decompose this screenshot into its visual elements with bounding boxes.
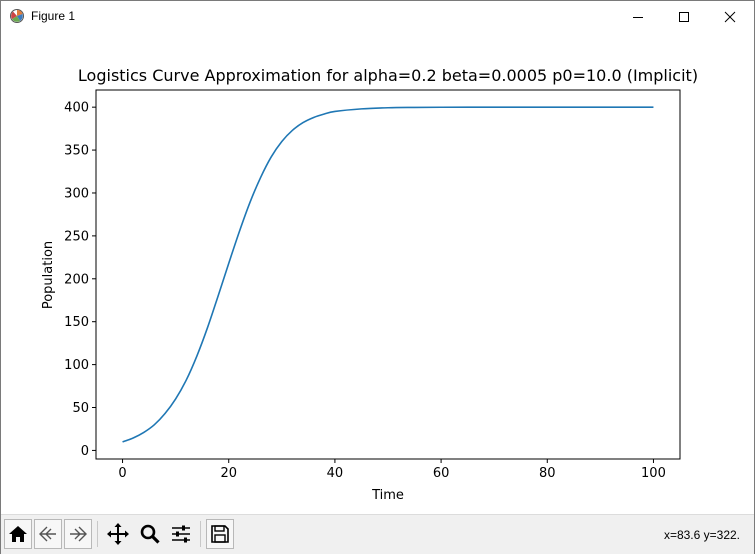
- title-bar[interactable]: Figure 1: [1, 1, 754, 32]
- chart-canvas[interactable]: Logistics Curve Approximation for alpha=…: [1, 32, 754, 512]
- x-axis-label: Time: [371, 488, 404, 503]
- plot-area[interactable]: Logistics Curve Approximation for alpha=…: [1, 32, 754, 512]
- back-arrow-icon: [39, 526, 56, 542]
- chart-title: Logistics Curve Approximation for alpha=…: [78, 66, 698, 85]
- pan-button[interactable]: [104, 519, 132, 549]
- y-axis-label: Population: [41, 241, 56, 309]
- axes-frame: [95, 89, 681, 460]
- cursor-coordinates: x=83.6 y=322.: [663, 528, 740, 542]
- maximize-button[interactable]: [661, 1, 707, 32]
- x-tick-label: 20: [220, 466, 237, 481]
- x-tick-label: 40: [327, 466, 344, 481]
- window-title: Figure 1: [31, 9, 76, 23]
- navigation-toolbar: x=83.6 y=322.: [1, 514, 754, 554]
- y-tick-label: 400: [64, 101, 89, 116]
- zoom-button[interactable]: [136, 519, 164, 549]
- matplotlib-figure-icon: [10, 9, 24, 23]
- series-line: [122, 106, 654, 443]
- forward-arrow-icon: [70, 526, 87, 542]
- configure-subplots-icon: [172, 525, 190, 543]
- y-tick-label: 300: [64, 186, 89, 201]
- home-button[interactable]: [4, 519, 32, 549]
- close-icon: [724, 11, 736, 22]
- forward-button[interactable]: [64, 519, 92, 549]
- minimize-button[interactable]: [615, 1, 661, 32]
- y-tick-label: 0: [81, 444, 89, 459]
- save-button[interactable]: [206, 519, 234, 549]
- y-axis: 0 50 100 150 200 250 300 350 400: [64, 101, 96, 459]
- zoom-magnifier-icon: [140, 524, 160, 544]
- back-button[interactable]: [34, 519, 62, 549]
- pan-move-icon: [107, 523, 129, 545]
- y-tick-label: 350: [64, 144, 89, 159]
- x-tick-label: 100: [641, 466, 666, 481]
- toolbar-separator: [97, 521, 98, 547]
- y-tick-label: 250: [64, 229, 89, 244]
- x-tick-label: 60: [433, 466, 450, 481]
- x-tick-label: 80: [539, 466, 556, 481]
- save-disk-icon: [211, 525, 229, 543]
- y-tick-label: 200: [64, 272, 89, 287]
- toolbar-separator: [200, 521, 201, 547]
- maximize-icon: [679, 11, 689, 22]
- x-axis: 0 20 40 60 80 100: [118, 459, 666, 481]
- y-tick-label: 50: [72, 401, 89, 416]
- y-tick-label: 150: [64, 315, 89, 330]
- close-button[interactable]: [707, 1, 753, 32]
- y-tick-label: 100: [64, 358, 89, 373]
- minimize-icon: [633, 16, 643, 18]
- home-icon: [9, 526, 27, 542]
- configure-subplots-button[interactable]: [167, 519, 195, 549]
- x-tick-label: 0: [118, 466, 126, 481]
